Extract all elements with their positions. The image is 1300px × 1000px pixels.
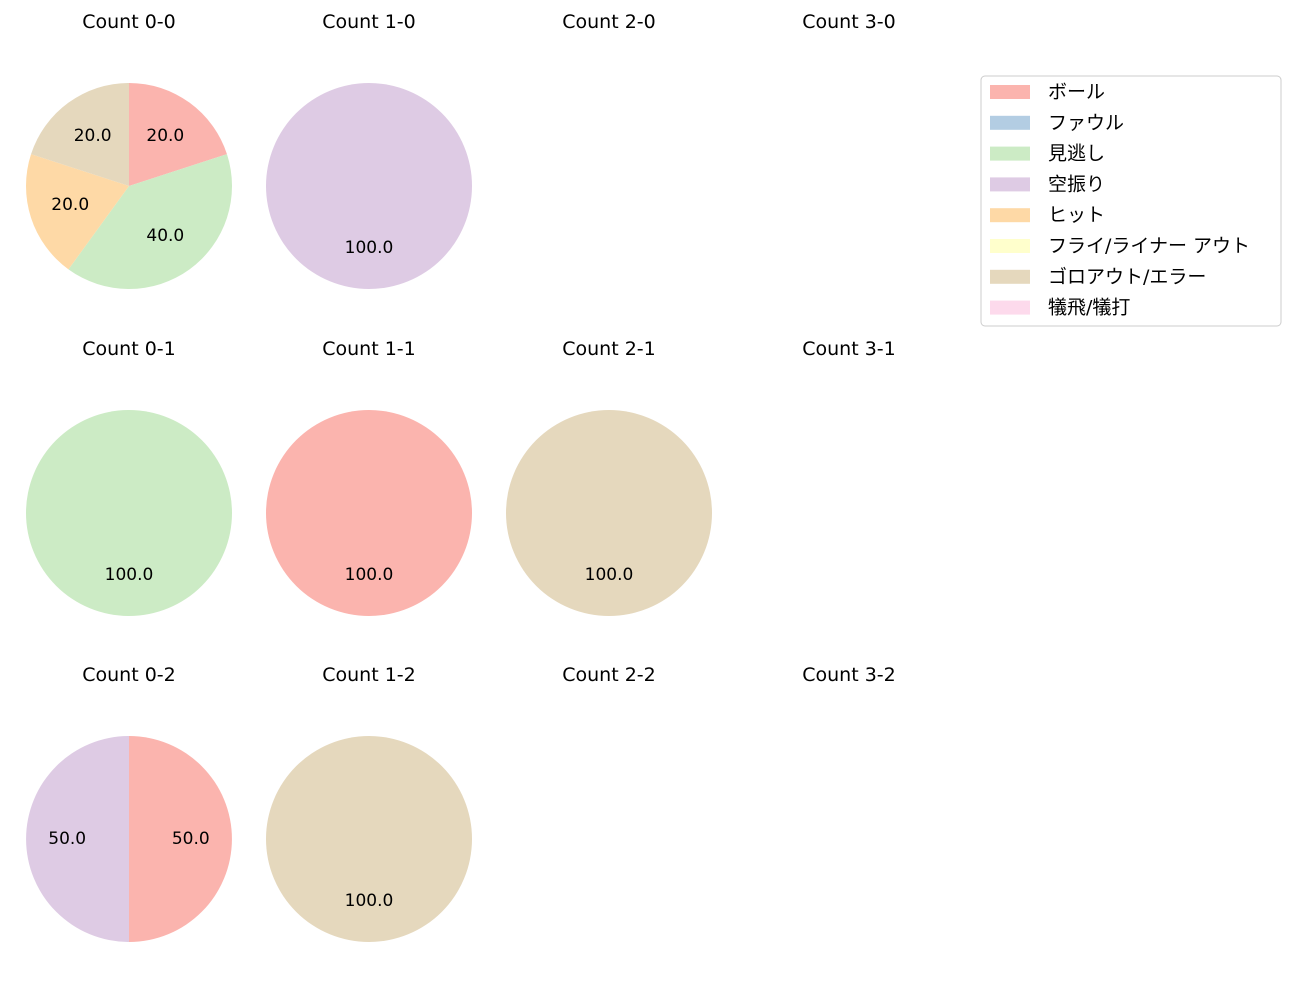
pie-slice — [266, 410, 472, 616]
pie-panel: Count 0-1 100.0 — [26, 338, 232, 616]
slice-value-label: 100.0 — [345, 238, 394, 258]
legend-swatch — [990, 146, 1030, 161]
panel-title: Count 3-1 — [802, 338, 896, 360]
pie-panel: Count 2-2 — [562, 664, 656, 686]
legend-label: ファウル — [1048, 112, 1124, 134]
legend-swatch — [990, 177, 1030, 192]
panel-title: Count 0-2 — [82, 664, 176, 686]
pie-slice — [26, 410, 232, 616]
panel-title: Count 0-0 — [82, 11, 176, 33]
legend-swatch — [990, 239, 1030, 253]
panel-title: Count 1-0 — [322, 11, 416, 33]
legend-swatch — [990, 85, 1030, 99]
legend-swatch — [990, 208, 1030, 223]
legend-item: ファウル — [990, 112, 1124, 134]
legend-label: ゴロアウト/エラー — [1048, 266, 1206, 288]
legend-label: ボール — [1048, 81, 1105, 103]
slice-value-label: 20.0 — [146, 126, 184, 146]
pie-slice — [26, 736, 129, 942]
pie-slice — [129, 736, 232, 942]
pie-slice — [506, 410, 712, 616]
slice-value-label: 100.0 — [585, 565, 634, 585]
pie-panel: Count 3-0 — [802, 11, 896, 33]
pie-panel: Count 1-0 100.0 — [266, 11, 472, 289]
panel-title: Count 1-2 — [322, 664, 416, 686]
legend-swatch — [990, 269, 1030, 284]
slice-value-label: 50.0 — [48, 829, 86, 849]
panel-title: Count 0-1 — [82, 338, 176, 360]
legend-item: ゴロアウト/エラー — [990, 266, 1206, 288]
pie-slice — [31, 82, 129, 186]
slice-value-label: 100.0 — [345, 891, 394, 911]
panel-title: Count 1-1 — [322, 338, 416, 360]
panel-title: Count 2-2 — [562, 664, 656, 686]
legend-label: ヒット — [1048, 204, 1105, 226]
legend-frame — [980, 75, 1282, 327]
legend-item: 空振り — [990, 173, 1105, 195]
legend-label: 空振り — [1048, 173, 1105, 195]
legend-swatch — [990, 300, 1030, 315]
slice-value-label: 20.0 — [74, 126, 112, 146]
legend-label: 犠飛/犠打 — [1048, 297, 1130, 319]
slice-value-label: 100.0 — [345, 565, 394, 585]
slice-value-label: 20.0 — [51, 195, 89, 215]
legend-item: 犠飛/犠打 — [990, 297, 1130, 319]
legend-swatch — [990, 115, 1030, 130]
slice-value-label: 50.0 — [172, 829, 210, 849]
panel-title: Count 3-2 — [802, 664, 896, 686]
legend-label: 見逃し — [1048, 143, 1105, 165]
pie-panel: Count 3-2 — [802, 664, 896, 686]
legend-item: ヒット — [990, 204, 1105, 226]
panel-title: Count 3-0 — [802, 11, 896, 33]
legend-item: ボール — [990, 81, 1105, 103]
pie-slice — [266, 83, 472, 289]
panel-title: Count 2-0 — [562, 11, 656, 33]
pie-panel: Count 2-0 — [562, 11, 656, 33]
panel-title: Count 2-1 — [562, 338, 656, 360]
legend-label: フライ/ライナー アウト — [1048, 235, 1250, 257]
pie-slice — [68, 154, 233, 290]
pie-slice — [266, 736, 472, 942]
legend-item: フライ/ライナー アウト — [990, 235, 1250, 257]
pie-panel: Count 0-0 20.0 40.0 20.0 20.0 — [25, 11, 233, 290]
slice-value-label: 40.0 — [146, 226, 184, 246]
pie-slice — [129, 83, 227, 186]
slice-value-label: 100.0 — [105, 565, 154, 585]
pie-slice — [25, 154, 129, 270]
pie-panel: Count 3-1 — [802, 338, 896, 360]
pie-panel: Count 1-2 100.0 — [266, 664, 472, 942]
legend-item: 見逃し — [990, 143, 1105, 165]
pie-panel: Count 0-2 50.0 50.0 — [26, 664, 232, 942]
pie-panel: Count 2-1 100.0 — [506, 338, 712, 616]
pie-panel: Count 1-1 100.0 — [266, 338, 472, 616]
